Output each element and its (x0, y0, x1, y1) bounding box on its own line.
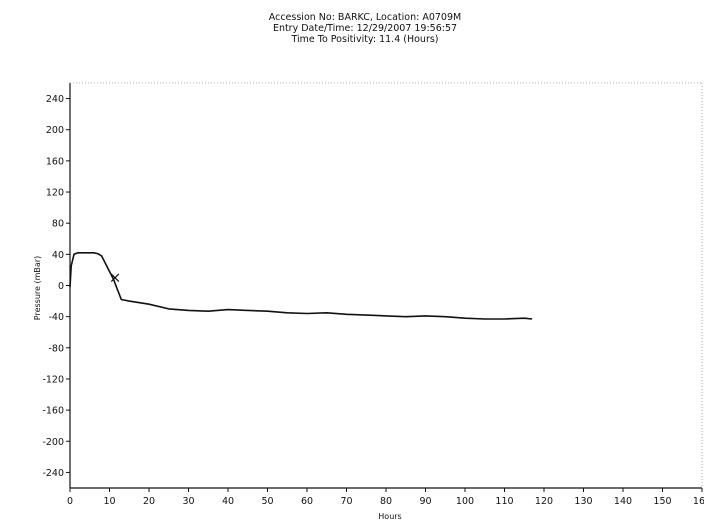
y-axis: 240 200 160 120 80 40 0 -40 -80 -120 -160 -200 -240 (42, 94, 70, 479)
x-tick-label: 110 (495, 496, 513, 507)
y-tick-label: 200 (46, 125, 64, 136)
x-tick-label: 100 (456, 496, 474, 507)
marker-group: × (109, 269, 122, 287)
y-tick-label: 0 (58, 281, 64, 292)
x-tick-label: 90 (419, 496, 431, 507)
y-tick-label: -40 (48, 312, 64, 323)
x-tick-label: 70 (340, 496, 352, 507)
y-tick-label: -240 (42, 468, 64, 479)
entry-datetime-line: Entry Date/Time: 12/29/2007 19:56:57 (272, 23, 458, 34)
x-axis: 0 10 20 30 40 50 60 70 80 90 100 110 120 130 140 150 160 (67, 488, 704, 507)
x-tick-label: 30 (182, 496, 194, 507)
x-tick-label: 10 (103, 496, 115, 507)
x-tick-label: 120 (535, 496, 553, 507)
y-tick-label: 80 (52, 219, 64, 230)
x-tick-label: 80 (380, 496, 392, 507)
series-group (69, 252, 533, 320)
y-tick-label: -80 (48, 343, 64, 354)
y-tick-label: -120 (42, 374, 64, 385)
plot-frame (69, 82, 703, 489)
y-tick-label: -160 (42, 406, 64, 417)
y-tick-label: 40 (52, 250, 64, 261)
x-tick-label: 130 (574, 496, 592, 507)
x-axis-label: Hours (378, 512, 401, 521)
x-tick-label: 140 (614, 496, 632, 507)
y-tick-label: 120 (46, 188, 64, 199)
chart-header: Accession No: BARKC, Location: A0709M En… (0, 12, 704, 45)
x-tick-label: 0 (67, 496, 73, 507)
x-tick-label: 20 (143, 496, 155, 507)
series-line (69, 252, 533, 320)
time-to-positivity-line: Time To Positivity: 11.4 (Hours) (291, 34, 439, 45)
x-tick-label: 150 (653, 496, 671, 507)
x-tick-label: 50 (261, 496, 273, 507)
y-axis-label: Pressure (mBar) (33, 256, 42, 320)
x-tick-label: 40 (222, 496, 234, 507)
y-tick-label: 160 (46, 156, 64, 167)
positivity-marker: × (109, 269, 122, 287)
accession-line: Accession No: BARKC, Location: A0709M (268, 12, 462, 23)
y-tick-label: 240 (46, 94, 64, 105)
x-tick-label: 60 (301, 496, 313, 507)
y-tick-label: -200 (42, 437, 64, 448)
x-tick-label: 160 (693, 496, 704, 507)
